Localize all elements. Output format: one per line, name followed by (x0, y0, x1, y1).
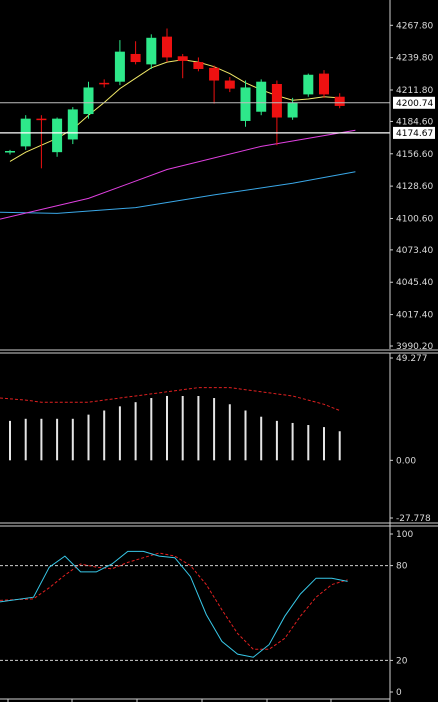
candle-body-19 (303, 74, 314, 95)
ma-mid-line (0, 129, 356, 220)
oscillator-axis: 49.277 0.00 -27.778 (390, 354, 431, 524)
stoch-tick-label-0: 100 (396, 530, 413, 540)
candle-body-7 (114, 51, 125, 82)
osc-tick-label-2: -27.778 (396, 514, 431, 524)
stoch-tick-label-1: 80 (396, 562, 408, 572)
price-tick-label-8: 4045.40 (396, 278, 433, 288)
stochastic-axis: 100 80 20 0 (390, 530, 413, 698)
candle-body-12 (193, 62, 204, 69)
price-panel: 4267.80 4239.80 4211.80 4184.60 4156.60 4128.… (0, 0, 435, 352)
candle-body-21 (334, 96, 345, 106)
candle-body-14 (224, 80, 235, 89)
candle-body-0 (5, 151, 15, 153)
candle-body-8 (130, 53, 141, 63)
candle-body-2 (36, 118, 47, 121)
price-plot-background (0, 0, 390, 350)
candle-body-18 (287, 102, 298, 118)
candle-body-10 (162, 36, 172, 58)
osc-tick-label-0: 49.277 (396, 354, 428, 364)
price-tick-label-4: 4156.60 (396, 150, 433, 160)
stochastic-panel: 100 80 20 0 (0, 530, 413, 698)
price-hlines (0, 102, 390, 134)
candle-body-16 (256, 81, 267, 112)
level-price-box-label: 4174.67 (396, 129, 433, 139)
candle-body-3 (52, 118, 63, 153)
price-tick-label-9: 4017.40 (396, 311, 433, 321)
level-price-box (393, 126, 435, 139)
current-price-box-label: 4200.74 (396, 99, 433, 109)
price-tick-label-1: 4239.80 (396, 54, 433, 64)
stoch-tick-label-3: 0 (396, 688, 402, 698)
candle-body-15 (240, 87, 251, 121)
stochastic-lines (0, 550, 390, 661)
current-price-box (393, 96, 435, 109)
oscillator-bars (0, 387, 341, 461)
candle-body-6 (99, 82, 110, 85)
candle-body-11 (177, 56, 188, 61)
price-tick-label-10: 3990.20 (396, 342, 433, 352)
price-tick-label-2: 4211.80 (396, 86, 433, 96)
osc-tick-label-1: 0.00 (396, 456, 416, 466)
candle-body-4 (67, 109, 78, 140)
stoch-tick-label-2: 20 (396, 656, 408, 666)
price-moving-averages (0, 59, 356, 220)
candle-body-20 (319, 73, 329, 95)
panel-gap-1 (0, 349, 438, 353)
candle-body-5 (83, 87, 94, 115)
candle-body-13 (209, 67, 220, 81)
ma-fast-line (9, 59, 340, 162)
osc-signal-line (0, 387, 340, 411)
price-axis: 4267.80 4239.80 4211.80 4184.60 4156.60 4128.… (390, 21, 435, 352)
price-tick-label-7: 4073.40 (396, 246, 433, 256)
price-tick-label-3: 4184.60 (396, 117, 433, 127)
price-tick-label-5: 4128.60 (396, 182, 433, 192)
stoch-d-line (0, 552, 348, 650)
ma-slow-line (0, 171, 356, 214)
price-tick-label-6: 4100.60 (396, 214, 433, 224)
candle-body-17 (271, 84, 282, 118)
candle-body-9 (146, 37, 157, 65)
stoch-k-line (0, 550, 348, 658)
price-tick-label-0: 4267.80 (396, 21, 433, 31)
oscillator-panel: 49.277 0.00 -27.778 (0, 354, 431, 524)
